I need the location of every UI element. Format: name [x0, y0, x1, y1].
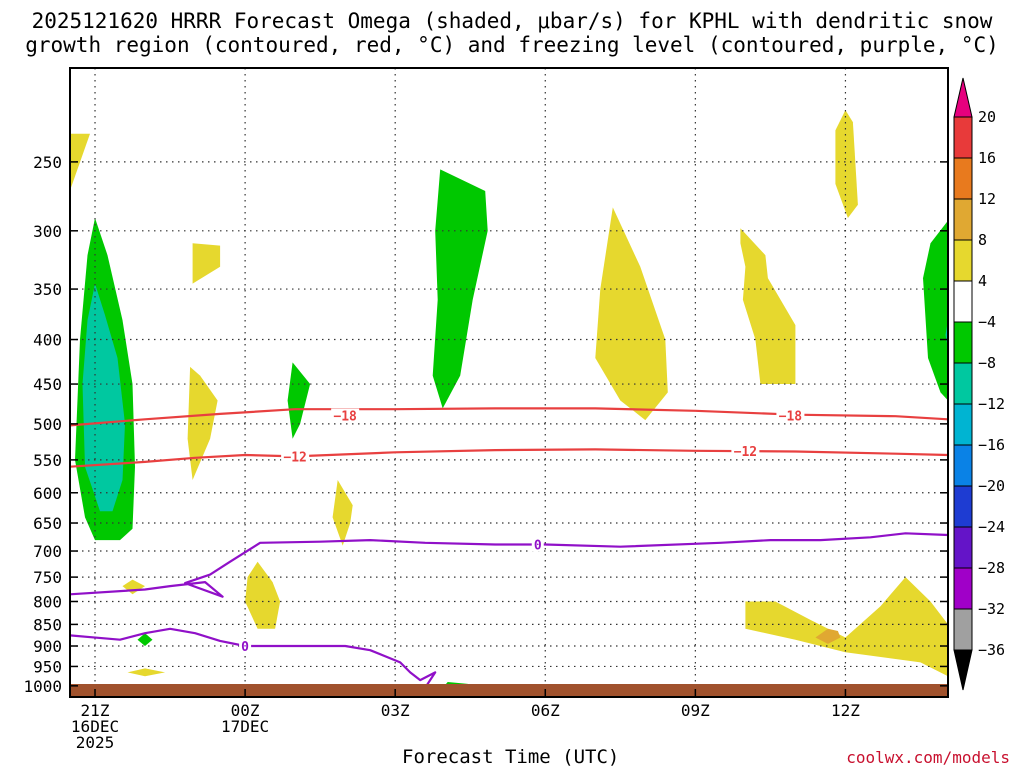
- x-tick-label-0-1: 16DEC: [71, 717, 119, 736]
- colorbar-box-9: [953, 444, 973, 487]
- contour-label-bg-0-1: [776, 408, 805, 423]
- omega-region-16: [122, 579, 145, 595]
- grid-lines: [70, 68, 948, 697]
- contour-label-1-1: −12: [734, 445, 757, 460]
- colorbar-box-10: [953, 485, 973, 528]
- colorbar-label-5: −4: [978, 313, 996, 331]
- x-axis-label: Forecast Time (UTC): [402, 746, 620, 768]
- omega-region-18: [127, 668, 166, 677]
- colorbar-label-4: 4: [978, 272, 987, 290]
- y-axis-ticks: 250 300 350 400 450 500 550 600 650 700 750 800 850 9…: [23, 153, 948, 696]
- omega-region-10: [740, 228, 796, 384]
- y-tick-label-800: 800: [33, 592, 62, 611]
- y-tick-label-750: 750: [33, 568, 62, 587]
- ground-layer: [70, 684, 948, 697]
- contour-label-bg-1-0: [281, 449, 310, 464]
- omega-region-9: [595, 207, 668, 421]
- contour-label-0-0: −18: [333, 409, 357, 424]
- contour-label-bg-1-1: [731, 443, 760, 458]
- y-tick-label-900: 900: [33, 637, 62, 656]
- colorbar-box-12: [953, 567, 973, 610]
- y-tick-label-350: 350: [33, 280, 62, 299]
- ground-rect: [70, 684, 948, 697]
- colorbar-label-7: −12: [978, 395, 1005, 413]
- contour-label-2-0: 0: [534, 538, 542, 553]
- colorbar-box-6: [953, 321, 973, 364]
- x-tick-label-3-0: 00Z: [231, 701, 260, 720]
- colorbar-label-6: −8: [978, 354, 996, 372]
- y-tick-label-850: 850: [33, 615, 62, 634]
- colorbar-top-arrow: [953, 77, 973, 118]
- plot-frame: [69, 67, 949, 698]
- colorbar-label-1: 16: [978, 149, 996, 167]
- omega-region-15: [815, 628, 841, 644]
- colorbar-label-10: −24: [978, 518, 1005, 536]
- y-tick-label-400: 400: [33, 331, 62, 350]
- x-tick-label-0-2: 2025: [76, 733, 115, 752]
- chart-title-line2: growth region (contoured, red, °C) and f…: [25, 33, 999, 57]
- y-tick-label-600: 600: [33, 484, 62, 503]
- x-tick-label-3-1: 17DEC: [221, 717, 269, 736]
- colorbar-label-3: 8: [978, 231, 987, 249]
- colorbar-label-11: −28: [978, 559, 1005, 577]
- colorbar-label-13: −36: [978, 641, 1005, 659]
- colorbar: 20 16 12 8 4 −4 −8 −12 −16 −20 −24 −28 −32 −36: [953, 77, 1005, 691]
- colorbar-box-2: [953, 157, 973, 200]
- y-tick-label-450: 450: [33, 375, 62, 394]
- x-tick-label-0-0: 21Z: [81, 701, 110, 720]
- contour-line-1: [70, 448, 948, 468]
- colorbar-box-5: [953, 280, 973, 323]
- omega-region-0: [70, 133, 90, 191]
- colorbar-label-0: 20: [978, 108, 996, 126]
- credit-link[interactable]: coolwx.com/models: [846, 748, 1010, 767]
- omega-region-14: [745, 577, 948, 677]
- x-tick-label-12-0: 09Z: [681, 701, 710, 720]
- y-tick-label-550: 550: [33, 451, 62, 470]
- colorbar-label-8: −16: [978, 436, 1005, 454]
- chart-title-line1: 2025121620 HRRR Forecast Omega (shaded, …: [31, 9, 993, 33]
- contour-line-0: [70, 407, 948, 427]
- contour-label-bg-2-0: [531, 537, 544, 552]
- colorbar-label-12: −32: [978, 600, 1005, 618]
- y-tick-label-650: 650: [33, 514, 62, 533]
- y-tick-label-250: 250: [33, 153, 62, 172]
- omega-region-6: [332, 480, 353, 546]
- y-tick-label-950: 950: [33, 657, 62, 676]
- y-tick-label-500: 500: [33, 415, 62, 434]
- y-tick-label-1000: 1000: [23, 677, 62, 696]
- colorbar-box-7: [953, 362, 973, 405]
- colorbar-bottom-arrow: [953, 649, 973, 691]
- omega-region-7: [245, 561, 281, 629]
- contour-label-bg-3-0: [239, 639, 252, 654]
- omega-region-3: [192, 243, 221, 284]
- x-tick-label-6-0: 03Z: [381, 701, 410, 720]
- omega-region-17: [137, 633, 153, 646]
- omega-region-12: [923, 220, 948, 401]
- omega-region-2: [82, 283, 125, 512]
- contour-line-2: [70, 532, 948, 598]
- colorbar-box-13: [953, 608, 973, 651]
- contour-label-0-1: −18: [779, 409, 803, 424]
- y-tick-label-700: 700: [33, 542, 62, 561]
- colorbar-box-3: [953, 198, 973, 241]
- contour-label-1-0: −12: [283, 450, 306, 465]
- omega-region-5: [287, 362, 311, 439]
- x-tick-label-15-0: 12Z: [831, 701, 860, 720]
- colorbar-box-11: [953, 526, 973, 569]
- colorbar-box-1: [953, 116, 973, 159]
- colorbar-label-9: −20: [978, 477, 1005, 495]
- colorbar-box-4: [953, 239, 973, 282]
- y-tick-label-300: 300: [33, 222, 62, 241]
- omega-region-11: [835, 110, 858, 218]
- contour-label-bg-0-0: [331, 408, 360, 423]
- omega-shading: [70, 110, 948, 691]
- colorbar-label-2: 12: [978, 190, 996, 208]
- x-tick-label-9-0: 06Z: [531, 701, 560, 720]
- contour-label-3-0: 0: [241, 640, 249, 655]
- colorbar-box-8: [953, 403, 973, 446]
